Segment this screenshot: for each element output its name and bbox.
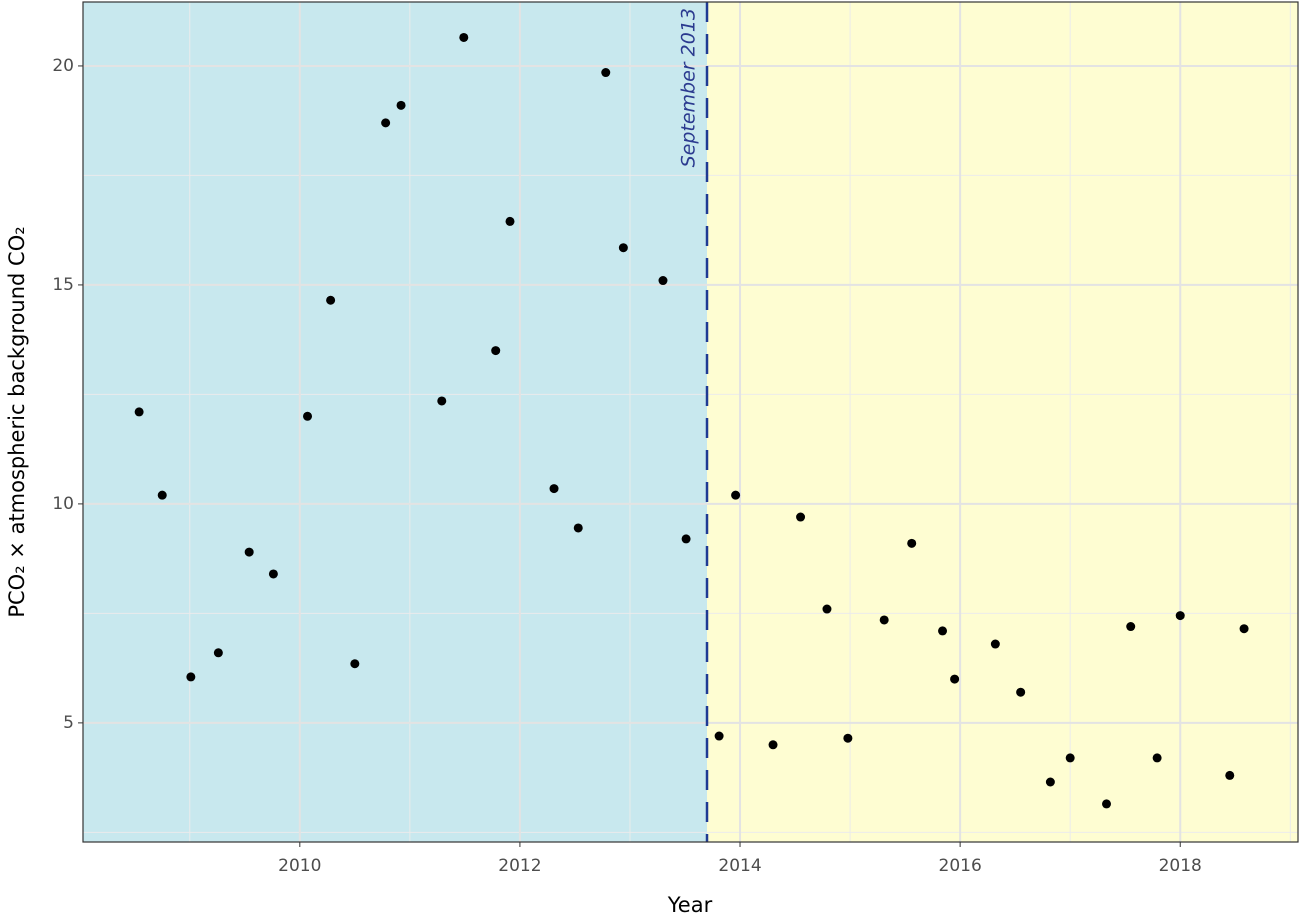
x-tick-label: 2018 (1159, 856, 1202, 876)
point (1016, 687, 1026, 697)
point (658, 276, 668, 286)
point (990, 639, 1000, 649)
point (681, 534, 691, 544)
point (796, 512, 806, 522)
point (268, 569, 278, 579)
point (459, 32, 469, 42)
point (157, 490, 167, 500)
point (907, 538, 917, 548)
point (1045, 777, 1055, 787)
point (601, 68, 611, 78)
point (505, 216, 515, 226)
point (326, 295, 336, 305)
x-tick-label: 2010 (278, 856, 321, 876)
point (618, 243, 628, 253)
point (822, 604, 832, 614)
y-tick-label: 15 (52, 275, 74, 295)
point (731, 490, 741, 500)
point (950, 674, 960, 684)
point (213, 648, 223, 658)
point (186, 672, 196, 682)
point (938, 626, 948, 636)
y-tick-label: 20 (52, 56, 74, 76)
point (134, 407, 144, 417)
panel-border (82, 1, 1299, 843)
region-before (83, 2, 708, 842)
point (303, 411, 313, 421)
x-tick-label: 2012 (498, 856, 541, 876)
point (768, 740, 778, 750)
point (843, 733, 853, 743)
point (1225, 770, 1235, 780)
point (350, 659, 360, 669)
point (437, 396, 447, 406)
point (1239, 624, 1249, 634)
point (573, 523, 583, 533)
y-tick-label: 5 (63, 713, 74, 733)
y-axis-title: PCO₂ × atmospheric background CO₂ (5, 226, 29, 617)
point (879, 615, 889, 625)
y-tick-label: 10 (52, 494, 74, 514)
point (1065, 753, 1075, 763)
point (1152, 753, 1162, 763)
point (1102, 799, 1112, 809)
point (714, 731, 724, 741)
point (244, 547, 254, 557)
point (1126, 622, 1136, 632)
x-tick-label: 2014 (718, 856, 761, 876)
x-tick-label: 2016 (939, 856, 982, 876)
point (491, 346, 501, 356)
point (396, 100, 406, 110)
annotation: September 2013 (678, 8, 700, 167)
point (381, 118, 391, 128)
region-after (707, 2, 1298, 842)
x-axis-title: Year (667, 893, 713, 917)
point (1175, 611, 1185, 621)
point (549, 484, 559, 494)
